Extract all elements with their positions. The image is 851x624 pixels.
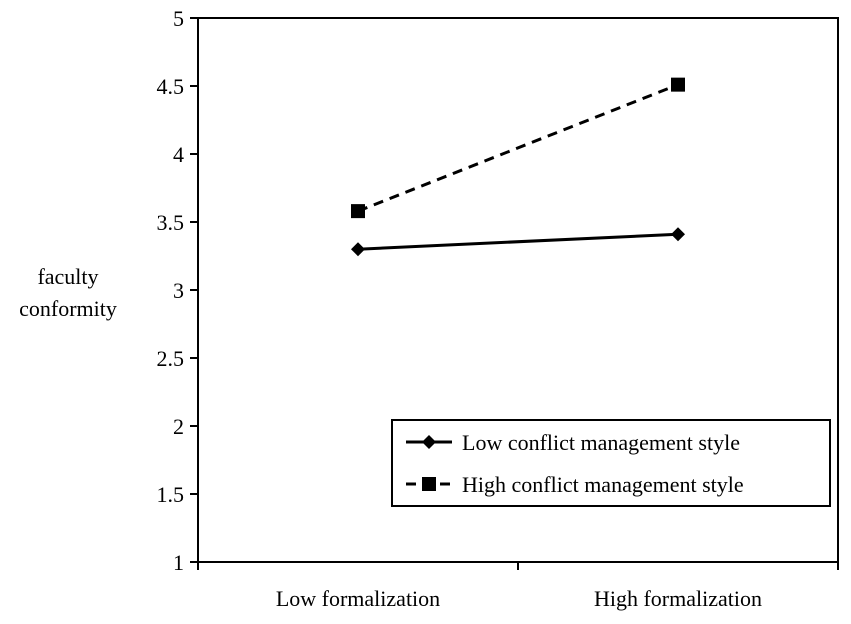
legend-swatch-marker [422,477,436,491]
legend-label: High conflict management style [462,472,744,497]
legend-label: Low conflict management style [462,430,740,455]
legend-swatch-marker [422,435,436,449]
y-tick-label: 4 [173,142,184,167]
data-point [671,227,685,242]
x-tick-label: Low formalization [276,586,440,611]
y-tick-label: 4.5 [157,74,185,99]
series-line [357,232,679,251]
data-point [351,204,365,219]
series-line [357,83,679,213]
y-axis-title-line: faculty [37,264,98,289]
y-axis-title-line: conformity [19,296,117,321]
series-1 [351,227,685,257]
x-ticks: Low formalization High formalization [197,562,839,611]
legend-item: High conflict management style [406,472,744,497]
data-point [351,242,365,257]
data-point [671,77,685,92]
y-ticks: 1 1.5 2 2.5 3 3.5 4 4.5 5 [157,6,198,575]
y-tick-label: 3 [173,278,184,303]
series [351,77,685,257]
x-tick-label: High formalization [594,586,762,611]
series-2 [351,77,685,219]
y-tick-label: 2 [173,414,184,439]
y-tick-label: 5 [173,6,184,31]
legend-item: Low conflict management style [406,430,740,455]
y-axis-title: faculty conformity [19,264,117,321]
y-tick-label: 1 [173,550,184,575]
y-tick-label: 1.5 [157,482,185,507]
y-tick-label: 3.5 [157,210,185,235]
legend-box [391,419,831,507]
legend: Low conflict management style High confli… [391,419,831,507]
y-tick-label: 2.5 [157,346,185,371]
